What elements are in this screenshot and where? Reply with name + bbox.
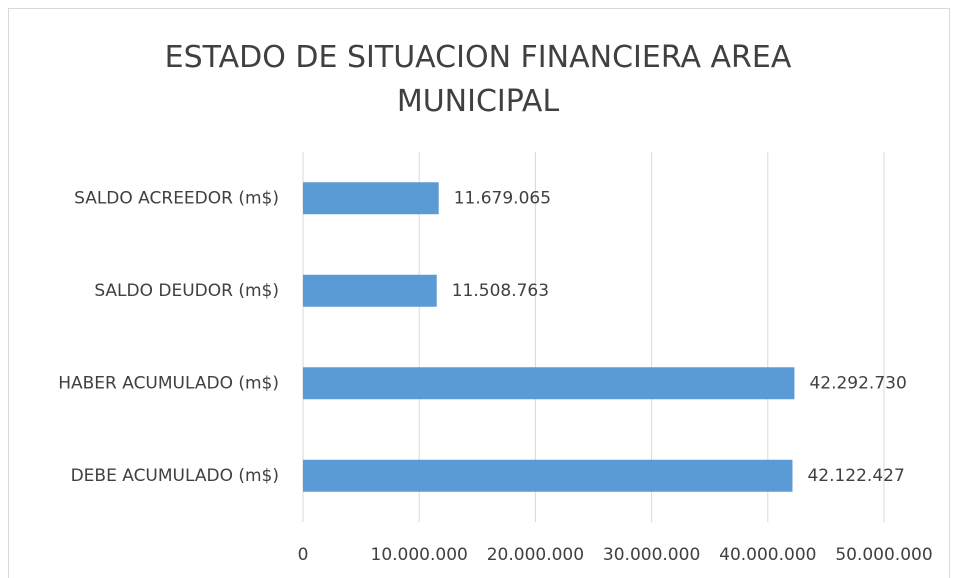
x-tick-label: 50.000.000 <box>835 545 932 565</box>
x-tick-label: 30.000.000 <box>603 545 700 565</box>
x-tick-label: 10.000.000 <box>371 545 468 565</box>
y-tick-label: HABER ACUMULADO (m$) <box>58 373 279 393</box>
chart-title: ESTADO DE SITUACION FINANCIERA AREA MUNI… <box>164 40 792 119</box>
x-tick-label: 40.000.000 <box>719 545 816 565</box>
x-tick-label: 20.000.000 <box>487 545 584 565</box>
bar <box>303 274 437 307</box>
data-label: 11.508.763 <box>452 281 549 301</box>
data-label: 11.679.065 <box>454 188 551 208</box>
y-tick-label: SALDO DEUDOR (m$) <box>94 281 279 301</box>
data-label: 42.122.427 <box>807 466 904 486</box>
bar <box>303 459 793 492</box>
bar <box>303 182 439 215</box>
x-tick-label: 0 <box>298 545 309 565</box>
bar <box>303 367 795 400</box>
data-label: 42.292.730 <box>809 373 906 393</box>
y-tick-label: DEBE ACUMULADO (m$) <box>71 466 279 486</box>
y-tick-label: SALDO ACREEDOR (m$) <box>74 188 279 208</box>
